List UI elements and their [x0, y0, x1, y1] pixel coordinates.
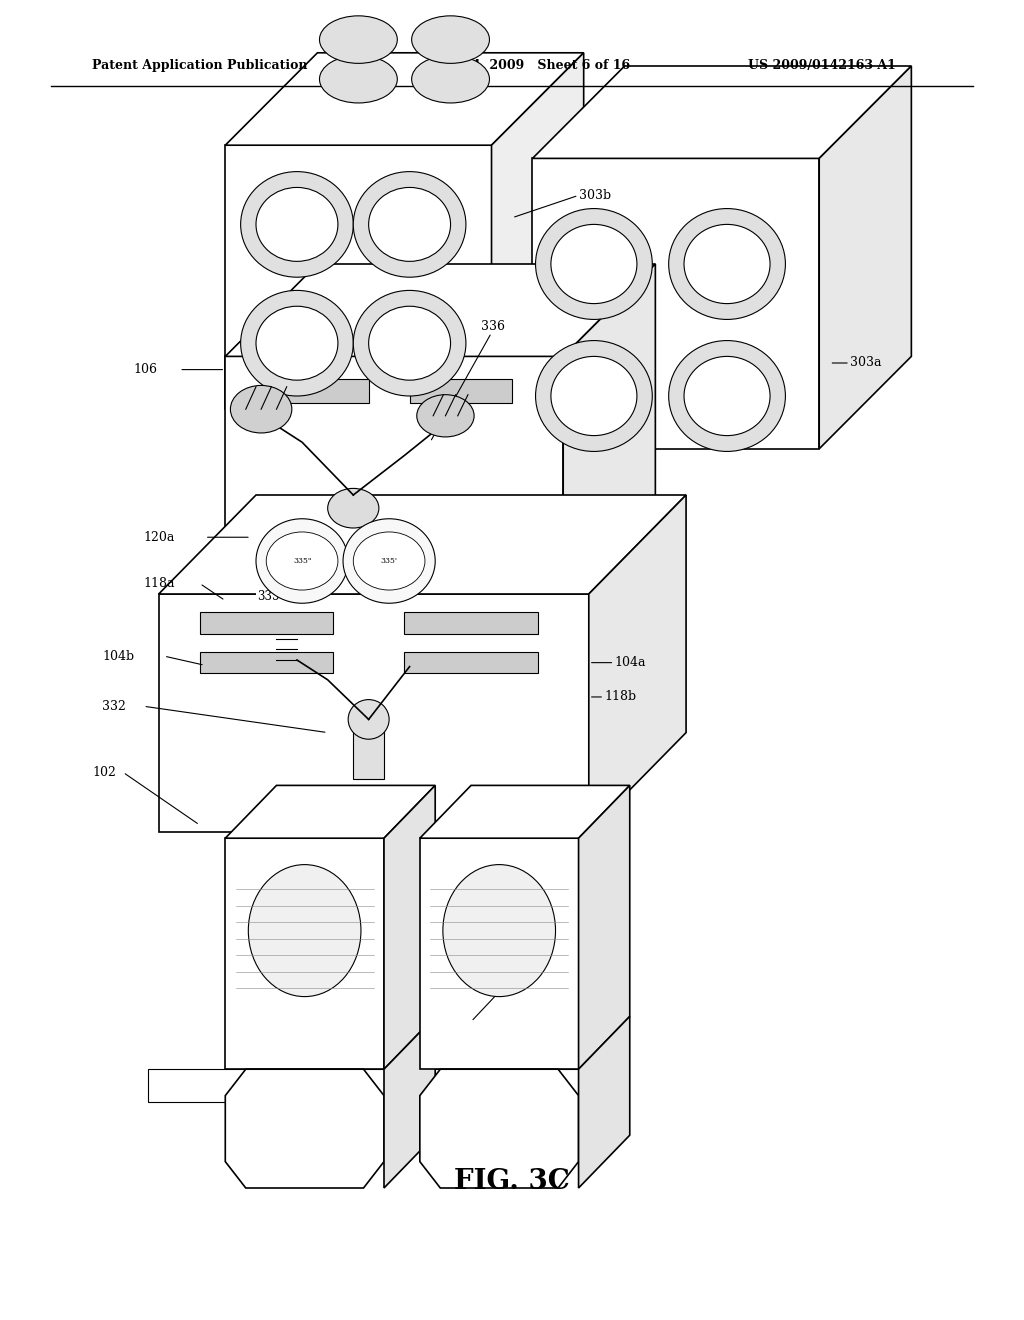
- Text: 118a: 118a: [143, 577, 175, 590]
- Polygon shape: [384, 785, 435, 1069]
- Ellipse shape: [230, 385, 292, 433]
- Ellipse shape: [551, 356, 637, 436]
- Text: 335': 335': [381, 557, 397, 565]
- Ellipse shape: [328, 488, 379, 528]
- FancyBboxPatch shape: [404, 652, 538, 673]
- Polygon shape: [420, 785, 630, 838]
- FancyBboxPatch shape: [266, 379, 369, 403]
- FancyBboxPatch shape: [404, 612, 538, 634]
- Ellipse shape: [266, 532, 338, 590]
- Text: 118b: 118b: [604, 690, 636, 704]
- Ellipse shape: [412, 16, 489, 63]
- Text: 335': 335': [374, 590, 400, 603]
- FancyBboxPatch shape: [353, 726, 384, 779]
- FancyBboxPatch shape: [148, 1069, 604, 1102]
- Text: 334: 334: [517, 966, 541, 979]
- Ellipse shape: [256, 187, 338, 261]
- FancyBboxPatch shape: [200, 612, 333, 634]
- Text: 335": 335": [293, 557, 311, 565]
- Ellipse shape: [369, 187, 451, 261]
- Ellipse shape: [248, 865, 360, 997]
- Polygon shape: [225, 785, 435, 838]
- FancyBboxPatch shape: [225, 356, 563, 607]
- Ellipse shape: [684, 224, 770, 304]
- Ellipse shape: [417, 395, 474, 437]
- Text: Patent Application Publication: Patent Application Publication: [92, 59, 307, 73]
- Text: 120a: 120a: [143, 531, 175, 544]
- Polygon shape: [225, 53, 584, 145]
- Ellipse shape: [551, 224, 637, 304]
- Ellipse shape: [256, 519, 348, 603]
- Ellipse shape: [353, 532, 425, 590]
- Polygon shape: [420, 1069, 579, 1188]
- Ellipse shape: [241, 290, 353, 396]
- Text: 336: 336: [481, 319, 505, 333]
- Ellipse shape: [353, 290, 466, 396]
- Ellipse shape: [536, 341, 652, 451]
- FancyBboxPatch shape: [159, 594, 589, 832]
- Ellipse shape: [348, 700, 389, 739]
- Ellipse shape: [442, 865, 555, 997]
- Ellipse shape: [343, 519, 435, 603]
- Polygon shape: [532, 66, 911, 158]
- FancyBboxPatch shape: [225, 145, 492, 409]
- Text: 104b: 104b: [102, 649, 134, 663]
- Text: 102: 102: [92, 766, 116, 779]
- Text: 303a: 303a: [850, 356, 882, 370]
- Ellipse shape: [536, 209, 652, 319]
- Text: 332: 332: [102, 700, 126, 713]
- Text: 303b: 303b: [579, 189, 610, 202]
- Ellipse shape: [256, 306, 338, 380]
- Ellipse shape: [369, 306, 451, 380]
- Ellipse shape: [241, 172, 353, 277]
- Polygon shape: [159, 495, 686, 594]
- Text: 106: 106: [133, 363, 157, 376]
- FancyBboxPatch shape: [200, 652, 333, 673]
- Polygon shape: [384, 1016, 435, 1188]
- Polygon shape: [563, 264, 655, 607]
- Polygon shape: [492, 53, 584, 409]
- Text: Jun. 4, 2009   Sheet 6 of 16: Jun. 4, 2009 Sheet 6 of 16: [440, 59, 632, 73]
- Ellipse shape: [319, 55, 397, 103]
- Polygon shape: [225, 1069, 384, 1188]
- FancyBboxPatch shape: [410, 379, 512, 403]
- Polygon shape: [589, 495, 686, 832]
- Text: 104a: 104a: [614, 656, 646, 669]
- Polygon shape: [579, 785, 630, 1069]
- Polygon shape: [819, 66, 911, 449]
- Polygon shape: [225, 264, 655, 356]
- FancyBboxPatch shape: [225, 838, 384, 1069]
- Ellipse shape: [669, 209, 785, 319]
- FancyBboxPatch shape: [532, 158, 819, 449]
- Text: 335": 335": [257, 590, 286, 603]
- Ellipse shape: [353, 172, 466, 277]
- Ellipse shape: [669, 341, 785, 451]
- Text: FIG. 3C: FIG. 3C: [454, 1168, 570, 1195]
- Ellipse shape: [412, 55, 489, 103]
- Ellipse shape: [684, 356, 770, 436]
- Ellipse shape: [319, 16, 397, 63]
- FancyBboxPatch shape: [420, 838, 579, 1069]
- Polygon shape: [579, 1016, 630, 1188]
- Text: US 2009/0142163 A1: US 2009/0142163 A1: [748, 59, 895, 73]
